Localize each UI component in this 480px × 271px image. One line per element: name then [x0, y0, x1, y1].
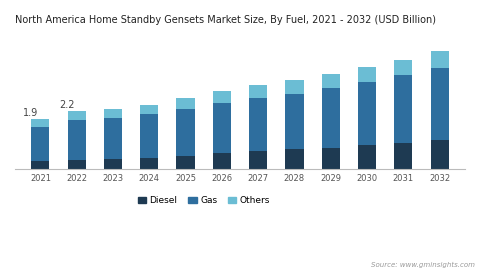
Bar: [177, 156, 194, 169]
Bar: [140, 114, 158, 158]
Bar: [431, 140, 449, 169]
Bar: [394, 75, 412, 143]
Text: Source: www.gminsights.com: Source: www.gminsights.com: [371, 262, 475, 268]
Bar: [213, 91, 231, 103]
Bar: [394, 143, 412, 169]
Bar: [431, 51, 449, 68]
Bar: [177, 109, 194, 156]
Bar: [140, 158, 158, 169]
Bar: [394, 60, 412, 75]
Bar: [322, 88, 340, 148]
Bar: [68, 120, 86, 160]
Bar: [104, 109, 122, 118]
Text: North America Home Standby Gensets Market Size, By Fuel, 2021 - 2032 (USD Billio: North America Home Standby Gensets Marke…: [15, 15, 436, 25]
Legend: Diesel, Gas, Others: Diesel, Gas, Others: [134, 193, 274, 209]
Bar: [68, 111, 86, 120]
Bar: [286, 80, 303, 94]
Bar: [358, 146, 376, 169]
Bar: [249, 98, 267, 151]
Bar: [177, 98, 194, 109]
Bar: [322, 148, 340, 169]
Bar: [358, 67, 376, 82]
Bar: [104, 118, 122, 159]
Bar: [140, 105, 158, 114]
Bar: [213, 103, 231, 153]
Text: 2.2: 2.2: [59, 100, 74, 110]
Bar: [249, 85, 267, 98]
Bar: [358, 82, 376, 146]
Bar: [322, 74, 340, 88]
Bar: [286, 94, 303, 149]
Bar: [213, 153, 231, 169]
Bar: [431, 68, 449, 140]
Bar: [68, 160, 86, 169]
Bar: [31, 119, 49, 127]
Bar: [31, 127, 49, 162]
Bar: [31, 162, 49, 169]
Bar: [104, 159, 122, 169]
Text: 1.9: 1.9: [23, 108, 38, 118]
Bar: [249, 151, 267, 169]
Bar: [286, 149, 303, 169]
